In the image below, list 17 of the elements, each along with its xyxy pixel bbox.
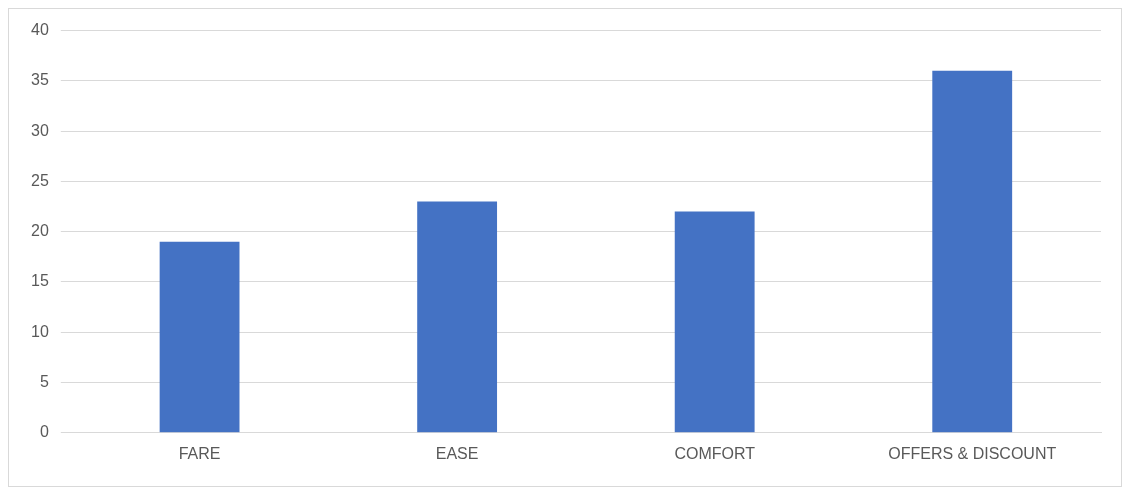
bar [417,201,498,433]
bar [159,241,240,433]
y-tick-label: 30 [31,121,49,139]
y-tick-label: 25 [31,171,49,189]
bar [674,211,755,433]
y-tick-label: 0 [39,423,49,441]
y-tick-label: 5 [39,372,49,390]
x-tick-label: FARE [178,444,221,462]
y-tick-label: 20 [31,222,49,240]
y-tick-label: 15 [31,272,49,290]
bar [932,70,1013,433]
y-tick-label: 35 [31,71,49,89]
x-tick-label: COMFORT [674,444,756,462]
x-tick-label: EASE [435,444,479,462]
x-tick-label: OFFERS & DISCOUNT [888,444,1057,462]
y-tick-label: 40 [31,21,49,39]
y-tick-label: 10 [31,322,49,340]
